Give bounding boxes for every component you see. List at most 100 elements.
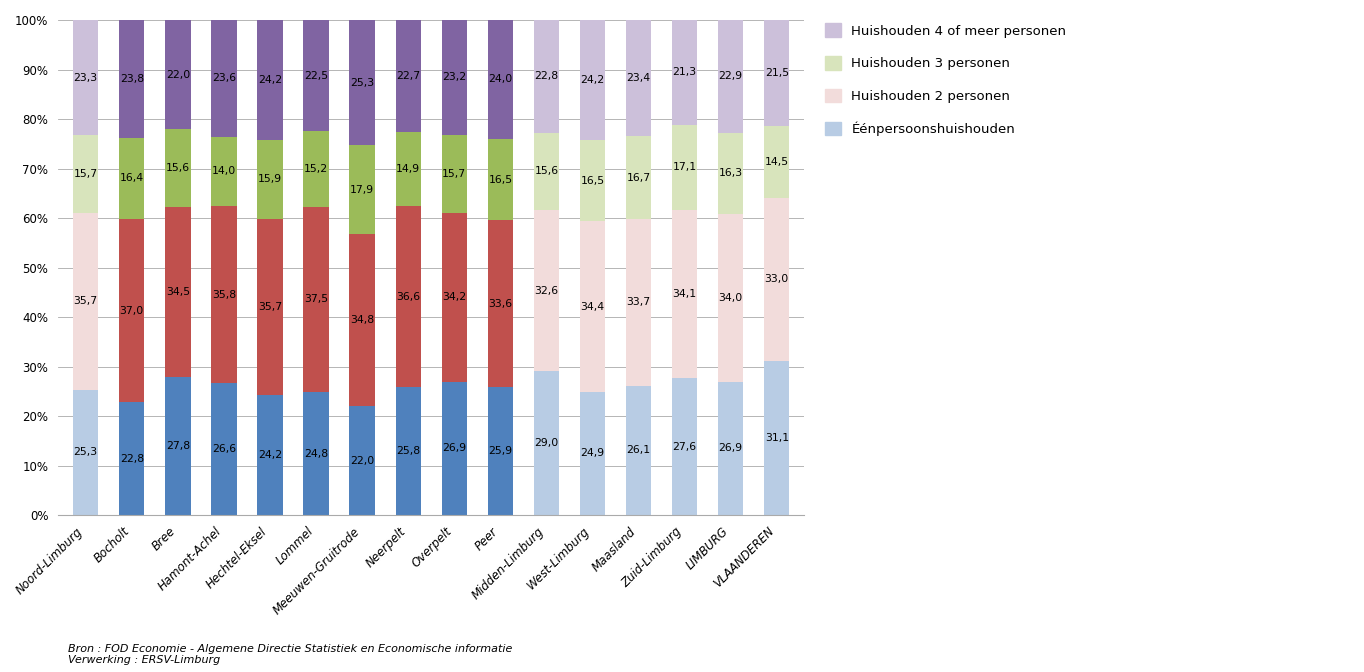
Bar (533, 20, 559, 133)
Text: 21,3: 21,3 (672, 67, 697, 77)
Text: 31,1: 31,1 (765, 433, 788, 443)
Text: 37,5: 37,5 (304, 294, 329, 304)
Text: 22,9: 22,9 (719, 71, 743, 81)
Bar (580, 222, 606, 392)
Text: 16,3: 16,3 (719, 168, 743, 178)
Text: 23,6: 23,6 (211, 73, 236, 83)
Text: 24,2: 24,2 (581, 75, 604, 85)
Bar (442, 135, 466, 212)
Bar (74, 135, 98, 213)
Text: 29,0: 29,0 (535, 438, 559, 448)
Bar (211, 206, 236, 383)
Bar (258, 218, 282, 395)
Text: 25,3: 25,3 (351, 78, 374, 87)
Legend: Huishouden 4 of meer personen, Huishouden 3 personen, Huishouden 2 personen, Één: Huishouden 4 of meer personen, Huishoude… (818, 17, 1073, 142)
Text: 35,7: 35,7 (258, 302, 282, 312)
Bar (258, 140, 282, 218)
Text: 34,4: 34,4 (581, 302, 604, 312)
Bar (303, 20, 329, 132)
Text: 34,1: 34,1 (672, 289, 697, 299)
Text: 27,6: 27,6 (672, 442, 697, 452)
Text: 35,8: 35,8 (211, 290, 236, 300)
Text: 32,6: 32,6 (535, 286, 558, 296)
Bar (211, 20, 236, 137)
Text: 25,9: 25,9 (488, 446, 513, 456)
Bar (165, 378, 191, 515)
Bar (533, 210, 559, 372)
Bar (258, 395, 282, 515)
Text: 23,3: 23,3 (74, 73, 98, 83)
Bar (258, 20, 282, 140)
Text: 34,8: 34,8 (351, 315, 374, 325)
Bar (211, 383, 236, 515)
Bar (672, 378, 697, 515)
Bar (488, 20, 513, 139)
Bar (626, 386, 651, 515)
Text: 16,5: 16,5 (488, 175, 513, 185)
Text: 15,7: 15,7 (442, 169, 466, 179)
Bar (396, 387, 421, 515)
Text: 26,9: 26,9 (719, 444, 743, 454)
Text: 27,8: 27,8 (166, 442, 190, 451)
Bar (533, 372, 559, 515)
Bar (717, 19, 743, 133)
Bar (303, 392, 329, 515)
Bar (165, 20, 191, 130)
Text: 22,8: 22,8 (535, 71, 558, 81)
Text: 34,5: 34,5 (166, 287, 190, 297)
Text: 34,2: 34,2 (442, 292, 466, 302)
Bar (764, 361, 790, 515)
Bar (626, 219, 651, 386)
Bar (717, 382, 743, 515)
Bar (211, 137, 236, 206)
Bar (764, 126, 790, 198)
Text: 16,5: 16,5 (581, 175, 604, 185)
Bar (396, 20, 421, 132)
Text: 23,4: 23,4 (626, 73, 651, 83)
Text: 26,9: 26,9 (442, 444, 466, 454)
Bar (764, 19, 790, 126)
Text: 16,4: 16,4 (120, 173, 143, 183)
Text: 24,2: 24,2 (258, 450, 282, 460)
Text: 23,2: 23,2 (442, 73, 466, 83)
Bar (119, 138, 145, 219)
Text: 22,5: 22,5 (304, 71, 329, 81)
Bar (349, 145, 375, 234)
Bar (119, 219, 145, 402)
Text: 26,1: 26,1 (626, 446, 651, 456)
Bar (672, 19, 697, 125)
Text: 24,0: 24,0 (488, 75, 513, 85)
Bar (349, 406, 375, 515)
Text: 36,6: 36,6 (396, 292, 420, 302)
Text: 17,9: 17,9 (351, 185, 374, 195)
Text: 24,2: 24,2 (258, 75, 282, 85)
Text: 14,0: 14,0 (211, 167, 236, 177)
Bar (349, 20, 375, 145)
Bar (533, 133, 559, 210)
Text: 15,9: 15,9 (258, 174, 282, 184)
Text: Bron : FOD Economie - Algemene Directie Statistiek en Economische informatie
Ver: Bron : FOD Economie - Algemene Directie … (68, 644, 513, 665)
Text: 25,8: 25,8 (396, 446, 420, 456)
Bar (717, 133, 743, 214)
Bar (74, 20, 98, 135)
Bar (303, 206, 329, 392)
Text: 23,8: 23,8 (120, 74, 143, 84)
Bar (165, 130, 191, 206)
Bar (488, 220, 513, 387)
Text: 15,6: 15,6 (166, 163, 190, 173)
Text: 35,7: 35,7 (74, 296, 98, 306)
Text: 26,6: 26,6 (211, 444, 236, 454)
Text: 16,7: 16,7 (626, 173, 651, 183)
Bar (442, 20, 466, 135)
Bar (165, 206, 191, 378)
Text: 33,6: 33,6 (488, 298, 513, 308)
Bar (349, 234, 375, 406)
Bar (442, 382, 466, 515)
Text: 33,7: 33,7 (626, 298, 651, 307)
Bar (488, 139, 513, 220)
Text: 22,7: 22,7 (396, 71, 420, 81)
Bar (672, 210, 697, 378)
Text: 22,0: 22,0 (166, 70, 190, 80)
Bar (580, 20, 606, 140)
Text: 22,8: 22,8 (120, 454, 143, 464)
